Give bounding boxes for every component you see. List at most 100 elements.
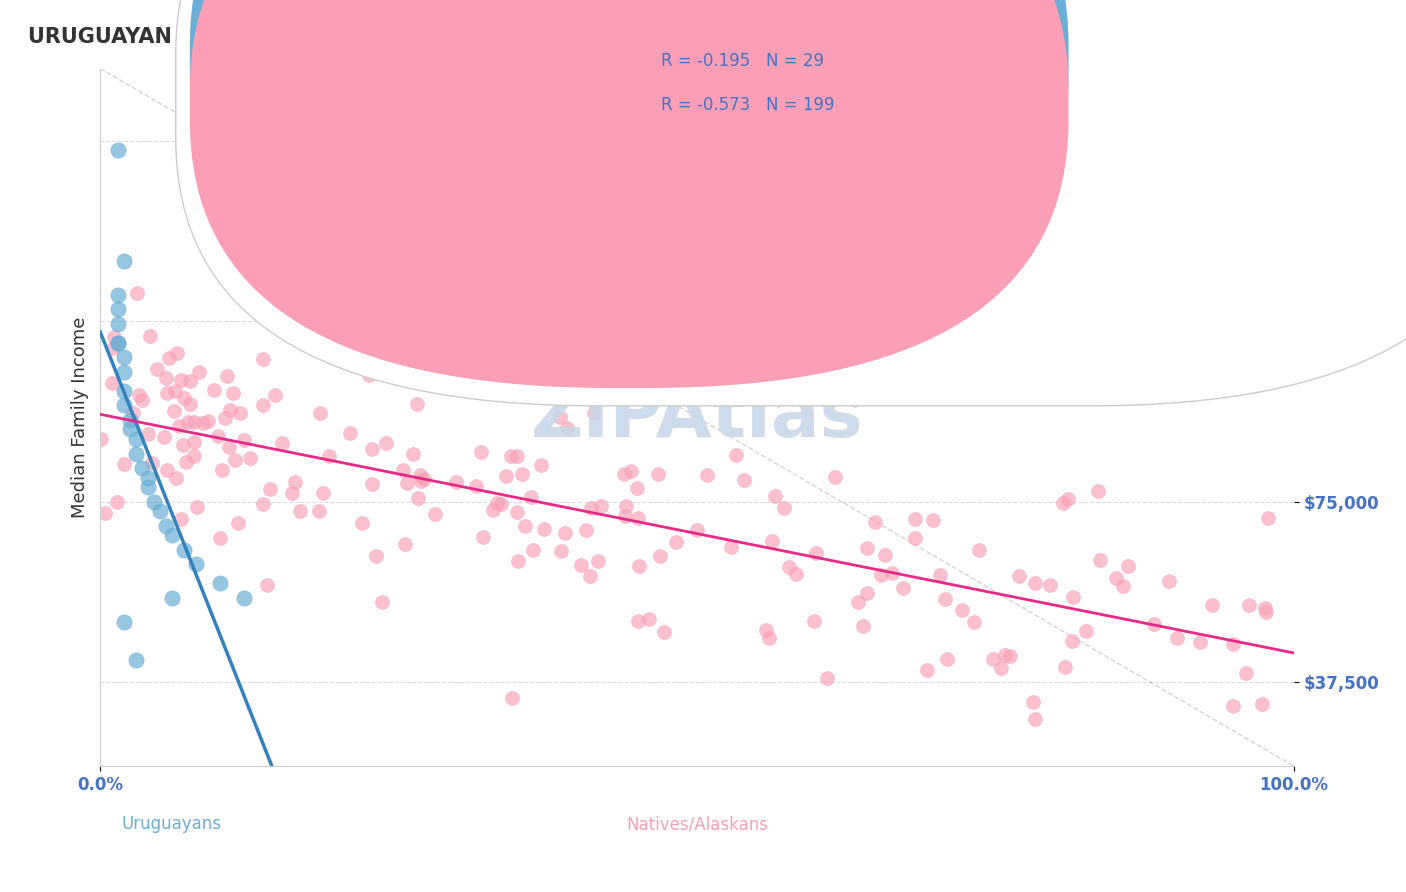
Point <box>650 549 672 563</box>
Text: Source: ZipAtlas.com: Source: ZipAtlas.com <box>1215 27 1378 42</box>
Point <box>1201 598 1223 612</box>
Point <box>252 351 274 366</box>
Point <box>519 490 541 504</box>
Point <box>163 384 186 398</box>
Point <box>863 515 886 529</box>
Point <box>156 463 179 477</box>
Point <box>446 475 468 490</box>
Point <box>824 470 846 484</box>
Point <box>219 403 242 417</box>
Point <box>174 455 197 469</box>
Point <box>501 691 523 706</box>
Point <box>856 586 879 600</box>
Point <box>654 625 676 640</box>
Point <box>138 426 160 441</box>
Point <box>1188 635 1211 649</box>
Point <box>733 473 755 487</box>
Point <box>406 491 429 505</box>
Point <box>533 523 555 537</box>
Point <box>128 388 150 402</box>
Point <box>626 482 648 496</box>
Text: R = -0.573   N = 199: R = -0.573 N = 199 <box>661 96 834 114</box>
Point <box>396 476 419 491</box>
Point <box>950 602 973 616</box>
Point <box>489 497 512 511</box>
Point <box>589 499 612 513</box>
Point <box>112 351 135 365</box>
Point <box>179 397 201 411</box>
Point <box>112 365 135 379</box>
Point <box>724 448 747 462</box>
Point <box>508 554 530 568</box>
Point <box>668 382 690 396</box>
Point <box>465 479 488 493</box>
Point <box>224 453 246 467</box>
Point <box>256 578 278 592</box>
Point <box>485 495 508 509</box>
Point <box>758 631 780 645</box>
Point <box>499 449 522 463</box>
Point <box>1116 559 1139 574</box>
Point <box>211 463 233 477</box>
Point <box>160 591 183 605</box>
Point <box>1237 598 1260 612</box>
Point <box>392 463 415 477</box>
Point <box>125 446 148 460</box>
Point <box>105 495 128 509</box>
Point <box>852 619 875 633</box>
Point <box>880 566 903 580</box>
Point <box>375 436 398 450</box>
Point <box>312 486 335 500</box>
Point <box>172 438 194 452</box>
Point <box>506 505 529 519</box>
Point <box>179 374 201 388</box>
Point <box>1038 578 1060 592</box>
Point <box>187 365 209 379</box>
Point <box>785 566 807 581</box>
Point <box>139 329 162 343</box>
Point <box>366 549 388 564</box>
Point <box>136 470 159 484</box>
Point <box>1166 632 1188 646</box>
Point <box>120 422 142 436</box>
Point <box>155 518 177 533</box>
Point <box>904 512 927 526</box>
Point <box>233 433 256 447</box>
Point <box>425 507 447 521</box>
Point <box>318 449 340 463</box>
Point <box>554 525 576 540</box>
Point <box>173 542 195 557</box>
Point <box>1008 568 1031 582</box>
Point <box>935 652 957 666</box>
Point <box>252 399 274 413</box>
Point <box>922 513 945 527</box>
Point <box>815 671 838 685</box>
Point <box>967 543 990 558</box>
Point <box>1254 601 1277 615</box>
Point <box>183 415 205 429</box>
Point <box>575 523 598 537</box>
Point <box>569 558 592 573</box>
Point <box>778 560 800 574</box>
Point <box>197 414 219 428</box>
Point <box>107 335 129 350</box>
Point <box>112 254 135 268</box>
Point <box>143 494 166 508</box>
Point <box>141 456 163 470</box>
Point <box>177 415 200 429</box>
Point <box>1111 579 1133 593</box>
Point <box>183 434 205 449</box>
Point <box>627 511 650 525</box>
Point <box>627 559 650 574</box>
Point <box>803 614 825 628</box>
Point <box>160 528 183 542</box>
Point <box>371 595 394 609</box>
Point <box>647 467 669 482</box>
Point <box>103 341 125 355</box>
Point <box>131 393 153 408</box>
Point <box>763 489 786 503</box>
Point <box>252 497 274 511</box>
Point <box>696 468 718 483</box>
Point <box>772 501 794 516</box>
Point <box>846 595 869 609</box>
